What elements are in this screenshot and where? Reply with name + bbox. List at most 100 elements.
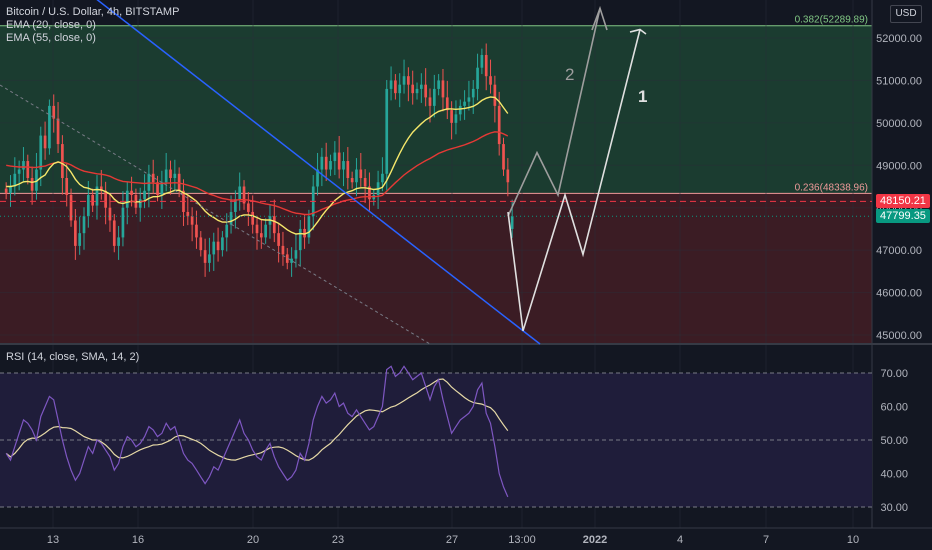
candle-body-31	[138, 199, 142, 208]
candle-body-69	[303, 228, 306, 238]
rsi-ma-line	[5, 378, 509, 461]
candle-body-3	[17, 169, 21, 174]
ema20-line	[6, 96, 509, 235]
candle-body-34	[151, 173, 155, 183]
candle-body-8	[39, 135, 43, 170]
candle-body-101	[441, 80, 445, 98]
price-legend: Bitcoin / U.S. Dollar, 4h, BITSTAMP EMA …	[6, 6, 179, 45]
chart-title: Bitcoin / U.S. Dollar, 4h, BITSTAMP	[6, 6, 180, 18]
candle-body-43	[190, 216, 194, 225]
rsi-tick-label: 70.00	[880, 368, 908, 380]
wave-2-path	[507, 8, 601, 217]
candle-body-100	[437, 80, 440, 89]
candle-body-87	[381, 173, 384, 183]
candle-body-66	[290, 258, 293, 263]
time-tick-label: 7	[763, 534, 769, 546]
candle-body-79	[346, 161, 350, 179]
candle-body-37	[164, 169, 168, 183]
candle-body-104	[454, 114, 458, 123]
candle-body-103	[450, 110, 453, 123]
last-price-tag: 47799.35	[876, 209, 930, 224]
time-tick-label: 27	[446, 534, 458, 546]
candle-body-44	[195, 224, 198, 238]
candle-body-40	[177, 173, 181, 191]
candle-body-4	[22, 161, 25, 170]
candle-body-72	[316, 169, 319, 187]
rsi-band	[0, 372, 872, 508]
candle-body-113	[493, 84, 497, 106]
candle-body-75	[329, 161, 332, 170]
price-tick-label: 50000.00	[876, 118, 922, 130]
candle-body-107	[467, 97, 471, 102]
candle-body-93	[407, 76, 410, 85]
candle-body-67	[294, 250, 298, 259]
candle-body-48	[212, 241, 216, 255]
candle-body-98	[428, 97, 432, 106]
candle-body-108	[471, 88, 475, 98]
candle-body-97	[424, 84, 428, 98]
rsi-tick-label: 50.00	[880, 435, 908, 447]
projection-paths	[507, 5, 647, 332]
candle-body-58	[255, 224, 259, 234]
blue-trendline	[96, 0, 541, 345]
candle-body-26	[117, 237, 120, 246]
candle-body-112	[489, 76, 492, 85]
candle-body-42	[186, 211, 190, 217]
wave-1-path	[507, 29, 641, 332]
wave-labels: 21	[565, 65, 647, 106]
price-tick-label: 52000.00	[876, 33, 922, 45]
currency-button[interactable]: USD	[890, 5, 922, 23]
red-zone	[0, 193, 872, 343]
candle-body-88	[385, 88, 389, 174]
candle-body-63	[277, 233, 280, 246]
candle-body-54	[238, 186, 242, 200]
candle-body-96	[420, 84, 423, 89]
candle-body-92	[402, 76, 406, 85]
candle-body-19	[86, 194, 90, 217]
candle-body-2	[13, 173, 17, 187]
candle-body-14	[65, 178, 69, 195]
candle-body-65	[285, 254, 289, 263]
candle-body-5	[26, 161, 30, 179]
rsi-lines	[5, 365, 509, 498]
candle-body-102	[445, 97, 449, 111]
green-zone	[0, 25, 872, 194]
candle-body-24	[108, 207, 112, 221]
candle-body-78	[342, 161, 345, 170]
candle-body-23	[104, 190, 107, 208]
candle-body-70	[307, 216, 311, 238]
candle-body-16	[74, 220, 77, 246]
price-tick-label: 49000.00	[876, 160, 922, 172]
candle-body-57	[251, 211, 255, 225]
candle-body-20	[91, 194, 94, 206]
candle-body-76	[333, 152, 337, 162]
wave-label-2: 2	[565, 65, 574, 84]
candle-body-27	[121, 207, 125, 238]
candle-body-82	[359, 169, 363, 179]
candle-body-47	[208, 254, 211, 263]
time-tick-label: 2022	[583, 534, 607, 546]
wave-2-arrowhead	[591, 5, 608, 31]
candle-body-106	[463, 101, 466, 106]
candle-body-25	[112, 220, 116, 246]
time-tick-label: 10	[847, 534, 859, 546]
wave-label-1: 1	[638, 87, 647, 106]
ema-lines	[6, 96, 509, 235]
time-tick-label: 4	[677, 534, 683, 546]
fib-labels: 0.382(52289.89) 0.236(48338.96)	[795, 15, 868, 194]
time-tick-label: 16	[132, 534, 144, 546]
price-tick-label: 51000.00	[876, 75, 922, 87]
candle-body-33	[147, 173, 151, 191]
rsi-tick-label: 40.00	[880, 469, 908, 481]
candle-body-6	[30, 178, 34, 191]
candle-body-36	[160, 182, 164, 195]
candle-body-38	[169, 169, 172, 179]
candle-body-21	[95, 186, 99, 206]
candle-body-7	[35, 169, 38, 191]
candle-body-1	[9, 186, 12, 193]
candle-body-39	[173, 173, 177, 179]
candle-body-95	[415, 88, 419, 94]
rsi-line	[5, 365, 509, 498]
